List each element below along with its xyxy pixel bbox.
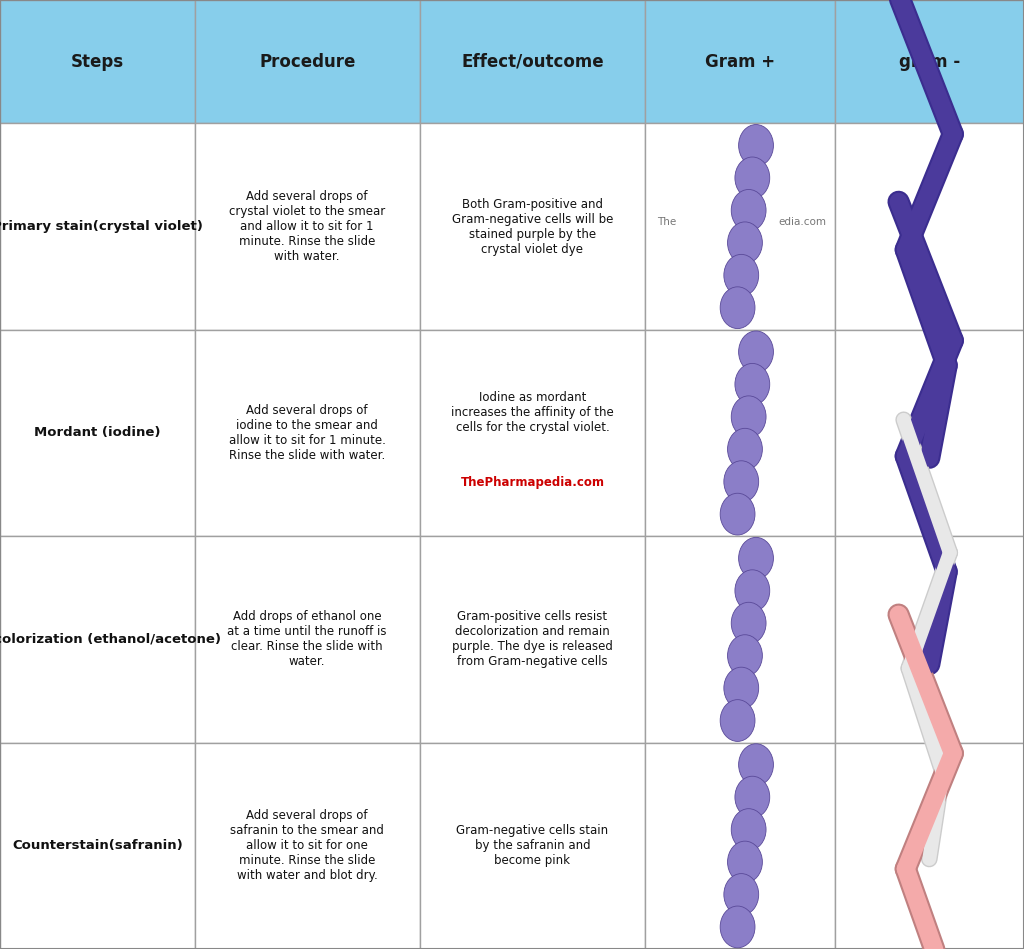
Bar bbox=[645, 330, 835, 536]
Bar bbox=[420, 123, 645, 330]
Text: Steps: Steps bbox=[71, 53, 124, 70]
Text: Iodine as mordant
increases the affinity of the
cells for the crystal violet.: Iodine as mordant increases the affinity… bbox=[452, 391, 613, 434]
Text: Add several drops of
crystal violet to the smear
and allow it to sit for 1
minut: Add several drops of crystal violet to t… bbox=[229, 190, 385, 263]
Bar bbox=[0, 742, 195, 949]
Ellipse shape bbox=[735, 776, 770, 818]
Ellipse shape bbox=[735, 363, 770, 405]
Bar bbox=[645, 536, 835, 742]
Text: Add drops of ethanol one
at a time until the runoff is
clear. Rinse the slide wi: Add drops of ethanol one at a time until… bbox=[227, 610, 387, 668]
Bar bbox=[0, 536, 195, 742]
Text: Gram-positive cells resist
decolorization and remain
purple. The dye is released: Gram-positive cells resist decolorizatio… bbox=[452, 610, 613, 668]
Ellipse shape bbox=[720, 906, 755, 948]
Ellipse shape bbox=[727, 222, 762, 264]
Text: edia.com: edia.com bbox=[778, 216, 826, 227]
Ellipse shape bbox=[727, 635, 762, 677]
Bar bbox=[420, 0, 645, 123]
Text: Gram +: Gram + bbox=[705, 53, 775, 70]
Ellipse shape bbox=[720, 287, 755, 328]
Ellipse shape bbox=[731, 809, 766, 850]
Bar bbox=[195, 123, 420, 330]
Text: Effect/outcome: Effect/outcome bbox=[461, 53, 604, 70]
Ellipse shape bbox=[738, 537, 773, 579]
Ellipse shape bbox=[731, 396, 766, 437]
Ellipse shape bbox=[735, 569, 770, 611]
Ellipse shape bbox=[724, 874, 759, 916]
Ellipse shape bbox=[724, 254, 759, 296]
Bar bbox=[835, 330, 1024, 536]
Text: Both Gram-positive and
Gram-negative cells will be
stained purple by the
crystal: Both Gram-positive and Gram-negative cel… bbox=[452, 197, 613, 255]
Text: Decolorization (ethanol/acetone): Decolorization (ethanol/acetone) bbox=[0, 633, 221, 646]
Ellipse shape bbox=[720, 699, 755, 741]
Text: Mordant (iodine): Mordant (iodine) bbox=[34, 426, 161, 439]
Bar bbox=[0, 0, 195, 123]
Ellipse shape bbox=[738, 124, 773, 166]
Bar bbox=[0, 123, 195, 330]
Bar bbox=[835, 536, 1024, 742]
Bar bbox=[645, 123, 835, 330]
Ellipse shape bbox=[724, 667, 759, 709]
Bar bbox=[0, 330, 195, 536]
Text: Gram-negative cells stain
by the safranin and
become pink: Gram-negative cells stain by the safrani… bbox=[457, 825, 608, 867]
Ellipse shape bbox=[727, 841, 762, 883]
Text: Add several drops of
iodine to the smear and
allow it to sit for 1 minute.
Rinse: Add several drops of iodine to the smear… bbox=[228, 404, 386, 462]
Ellipse shape bbox=[727, 428, 762, 470]
Text: The: The bbox=[657, 216, 677, 227]
Text: Procedure: Procedure bbox=[259, 53, 355, 70]
Text: Counterstain(safranin): Counterstain(safranin) bbox=[12, 839, 182, 852]
Ellipse shape bbox=[738, 331, 773, 373]
Ellipse shape bbox=[735, 157, 770, 198]
Bar bbox=[195, 536, 420, 742]
Bar bbox=[420, 330, 645, 536]
Text: gram -: gram - bbox=[899, 53, 959, 70]
Bar bbox=[645, 0, 835, 123]
Ellipse shape bbox=[731, 190, 766, 232]
Text: Add several drops of
safranin to the smear and
allow it to sit for one
minute. R: Add several drops of safranin to the sme… bbox=[230, 809, 384, 883]
Bar bbox=[195, 0, 420, 123]
Bar bbox=[645, 742, 835, 949]
Bar bbox=[835, 0, 1024, 123]
Ellipse shape bbox=[724, 461, 759, 503]
Bar bbox=[835, 123, 1024, 330]
Bar bbox=[420, 536, 645, 742]
Ellipse shape bbox=[731, 603, 766, 644]
Bar bbox=[195, 330, 420, 536]
Text: ThePharmapedia.com: ThePharmapedia.com bbox=[461, 475, 604, 489]
Ellipse shape bbox=[720, 493, 755, 535]
Bar bbox=[195, 742, 420, 949]
Ellipse shape bbox=[738, 744, 773, 786]
Bar bbox=[420, 742, 645, 949]
Text: Primary stain(crystal violet): Primary stain(crystal violet) bbox=[0, 220, 203, 233]
Bar bbox=[835, 742, 1024, 949]
